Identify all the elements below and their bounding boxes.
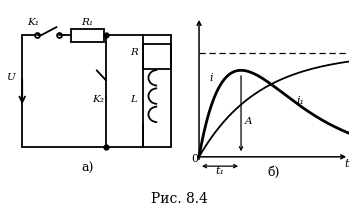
Text: i₁: i₁ xyxy=(296,96,305,106)
Text: Рис. 8.4: Рис. 8.4 xyxy=(151,192,207,206)
Text: U: U xyxy=(6,73,14,82)
Text: t₁: t₁ xyxy=(215,166,224,176)
Text: K₂: K₂ xyxy=(93,95,105,104)
Text: R₁: R₁ xyxy=(81,18,93,27)
Text: t: t xyxy=(344,160,349,170)
Text: а): а) xyxy=(81,162,93,175)
Text: L: L xyxy=(130,95,137,104)
Text: 0: 0 xyxy=(192,154,199,164)
Text: б): б) xyxy=(268,166,280,179)
Bar xyxy=(143,44,171,69)
Bar xyxy=(71,29,104,42)
Text: R: R xyxy=(130,48,138,57)
Text: A: A xyxy=(245,117,252,126)
Text: K₁: K₁ xyxy=(28,18,39,27)
Text: i: i xyxy=(209,73,213,83)
